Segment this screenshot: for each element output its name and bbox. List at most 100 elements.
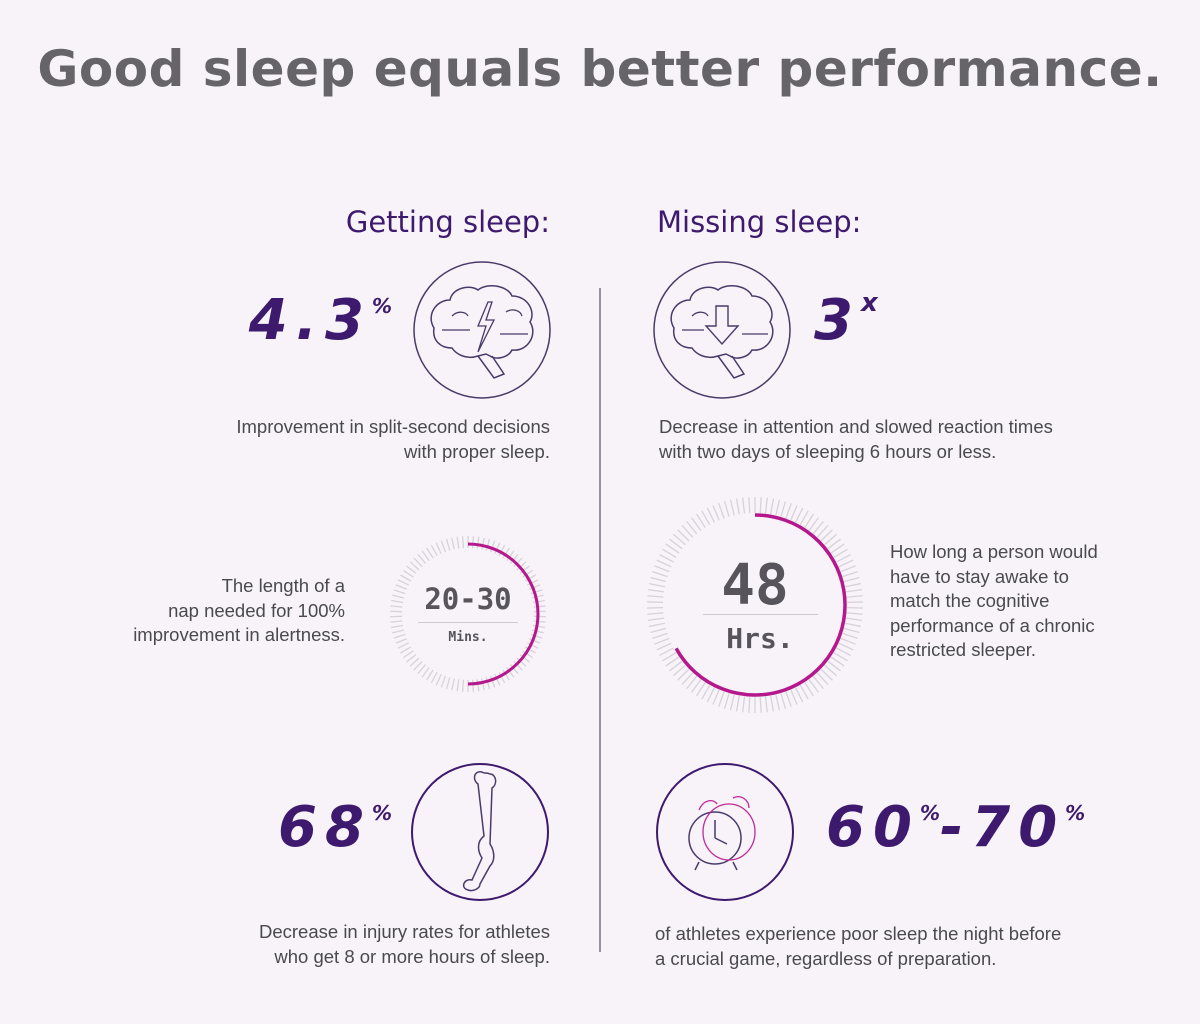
gauge-tick	[435, 674, 442, 686]
gauge-tick	[533, 605, 546, 608]
desc-line: How long a person would	[890, 541, 1098, 562]
gauge-tick	[808, 517, 820, 531]
stat-unit: x	[860, 288, 878, 318]
gauge-tick	[527, 579, 539, 586]
gauge-tick	[513, 661, 523, 671]
gauge-tick	[485, 538, 491, 551]
gauge-tick	[795, 687, 804, 703]
gauge-tick	[430, 544, 438, 557]
awake-gauge	[647, 497, 863, 713]
gauge-tick	[402, 650, 414, 659]
gauge-tick	[665, 656, 680, 667]
gauge-tick	[735, 498, 740, 515]
gauge-tick	[804, 682, 814, 697]
gauge-tick	[395, 584, 408, 590]
gauge-tick	[489, 675, 496, 688]
gauge-tick	[723, 501, 730, 517]
desc-line: with two days of sleeping 6 hours or les…	[659, 440, 997, 462]
gauge-tick	[392, 629, 405, 634]
gauge-tick	[816, 524, 829, 538]
bone-icon	[411, 763, 549, 901]
divider	[599, 288, 601, 952]
gauge-tick	[527, 642, 539, 649]
desc-line: a crucial game, regardless of preparatio…	[655, 947, 997, 969]
gauge-tick	[845, 617, 862, 622]
gauge-tick	[830, 656, 845, 667]
attention-description: Decrease in attention and slowed reactio…	[659, 415, 1053, 464]
stat-unit: %	[1065, 801, 1086, 825]
injury-description: Decrease in injury rates for athletes who…	[259, 920, 550, 969]
poor-sleep-stat: 60%-70%	[826, 795, 1085, 860]
gauge-tick	[393, 589, 406, 595]
gauge-tick	[498, 544, 506, 557]
gauge-tick	[440, 675, 447, 688]
gauge-tick	[502, 547, 510, 559]
desc-line: Improvement in split-second decisions	[236, 416, 550, 437]
gauge-tick	[706, 687, 715, 703]
gauge-tick	[393, 633, 406, 639]
gauge-tick	[406, 565, 417, 574]
gauge-tick	[701, 510, 711, 526]
gauge-tick	[718, 503, 725, 519]
stat-value: 3	[814, 288, 861, 353]
brain-lightning-icon	[413, 261, 551, 399]
gauge-tick	[706, 507, 715, 523]
gauge-tick	[524, 574, 536, 582]
gauge-tick	[494, 674, 501, 686]
gauge-tick	[843, 627, 860, 634]
desc-line: improvement in alertness.	[133, 624, 345, 645]
gauge-tick	[485, 677, 491, 690]
gauge-tick	[506, 667, 515, 678]
gauge-tick	[524, 646, 536, 654]
gauge-tick	[533, 620, 546, 623]
awake-description: How long a person would have to stay awak…	[890, 540, 1098, 663]
gauge-tick	[395, 638, 408, 644]
gauge-tick	[759, 497, 762, 514]
gauge-tick	[812, 520, 824, 535]
gauge-tick	[402, 569, 414, 578]
gauge-tick	[430, 671, 438, 684]
gauge-tick	[770, 695, 775, 712]
gauge-tick	[742, 497, 746, 514]
gauge-tick	[701, 684, 711, 700]
gauge-tick	[799, 684, 809, 700]
gauge-tick	[827, 538, 841, 550]
gauge-tick	[690, 679, 702, 693]
gauge-tick	[838, 559, 854, 568]
stat-value: 4.3	[248, 288, 372, 353]
gauge-tick	[413, 661, 423, 671]
gauge-tick	[712, 689, 720, 705]
gauge-tick	[838, 642, 854, 651]
gauge-tick	[780, 501, 787, 517]
gauge-tick	[532, 624, 545, 629]
gauge-tick	[759, 696, 762, 713]
desc-line: Decrease in injury rates for athletes	[259, 921, 550, 942]
gauge-tick	[530, 589, 543, 595]
gauge-tick	[659, 647, 674, 656]
gauge-tick	[669, 538, 683, 550]
gauge-tick	[785, 691, 792, 707]
injury-stat: 68%	[278, 795, 392, 860]
gauge-tick	[842, 632, 858, 639]
gauge-tick	[846, 595, 863, 598]
gauge-tick	[400, 646, 412, 654]
gauge-tick	[677, 529, 690, 542]
gauge-tick	[461, 536, 465, 549]
stat-unit: %	[371, 294, 392, 318]
gauge-tick	[656, 559, 672, 568]
gauge-tick	[531, 594, 544, 599]
gauge-tick	[696, 513, 706, 528]
gauge-tick	[445, 677, 451, 690]
gauge-tick	[790, 505, 798, 521]
desc-line: Decrease in attention and slowed reactio…	[659, 416, 1053, 437]
poor-sleep-description: of athletes experience poor sleep the ni…	[655, 922, 1061, 971]
gauge-tick	[836, 554, 851, 563]
gauge-tick	[652, 571, 668, 578]
gauge-tick	[413, 557, 423, 567]
gauge-tick	[785, 503, 792, 519]
gauge-tick	[421, 667, 430, 678]
gauge-tick	[391, 599, 404, 604]
gauge-tick	[426, 547, 434, 559]
gauge-tick	[531, 629, 544, 634]
gauge-tick	[417, 664, 427, 675]
